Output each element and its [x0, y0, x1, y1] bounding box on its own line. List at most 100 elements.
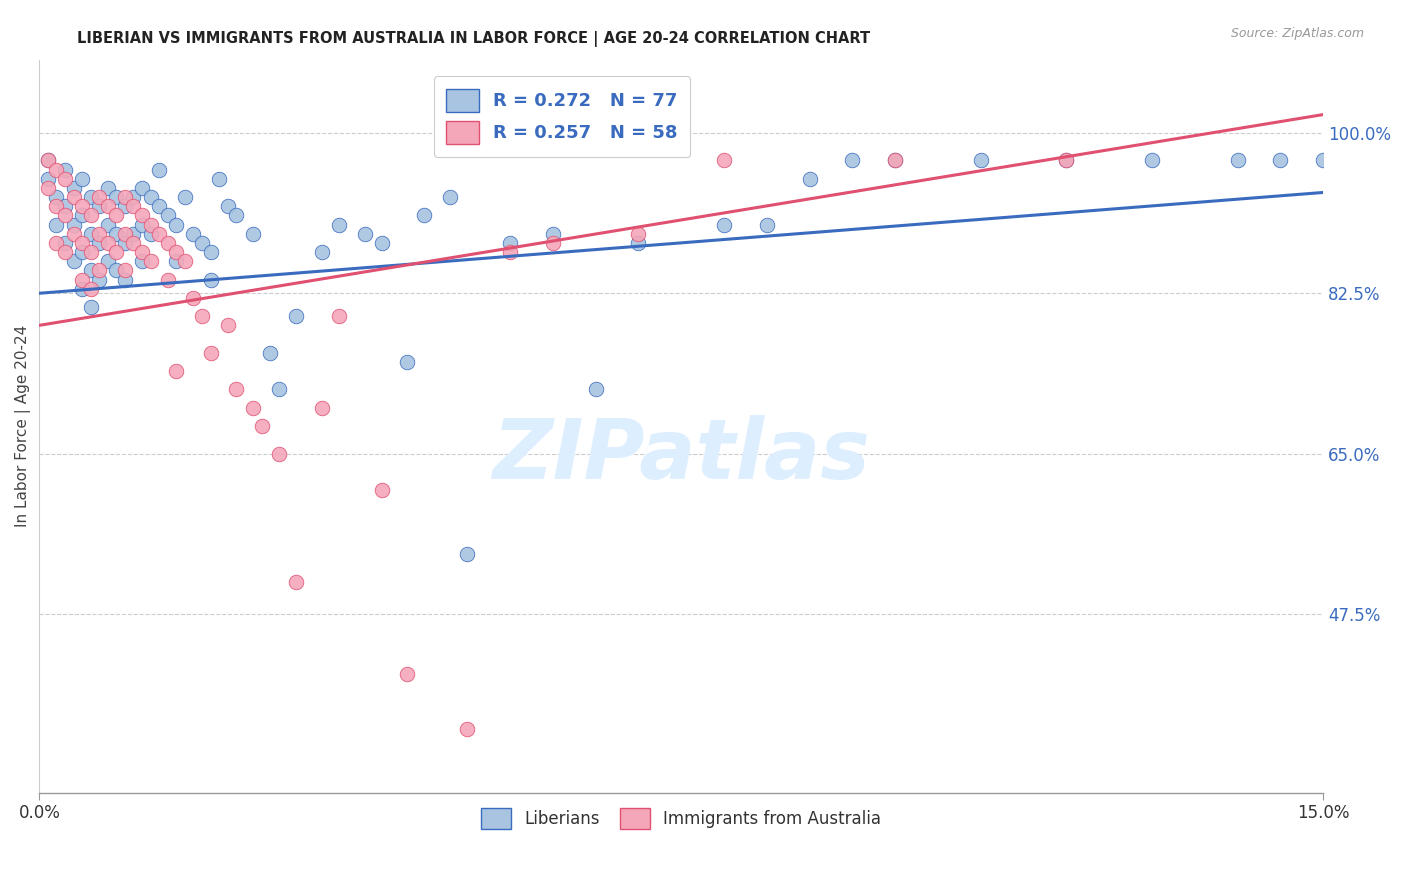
Point: [70, 235, 93, 250]
Point: [225, 208, 247, 222]
Point: [122, 235, 145, 250]
Point: [105, 263, 128, 277]
Point: [242, 227, 264, 241]
Point: [191, 235, 214, 250]
Point: [156, 235, 179, 250]
Point: [585, 383, 607, 397]
Point: [97, 254, 120, 268]
Point: [285, 574, 308, 589]
Point: [884, 153, 907, 168]
Point: [89, 263, 111, 277]
Point: [131, 245, 153, 260]
Point: [328, 218, 350, 232]
Point: [242, 401, 264, 415]
Point: [53, 235, 76, 250]
Point: [62, 190, 84, 204]
Point: [165, 364, 187, 378]
Point: [79, 208, 101, 222]
Point: [156, 272, 179, 286]
Point: [713, 218, 735, 232]
Point: [105, 227, 128, 241]
Point: [225, 383, 247, 397]
Point: [70, 171, 93, 186]
Point: [970, 153, 993, 168]
Point: [267, 447, 290, 461]
Point: [131, 254, 153, 268]
Point: [200, 245, 222, 260]
Point: [97, 235, 120, 250]
Point: [173, 190, 195, 204]
Point: [62, 181, 84, 195]
Point: [139, 254, 162, 268]
Text: ZIPatlas: ZIPatlas: [492, 415, 870, 496]
Point: [89, 190, 111, 204]
Point: [139, 227, 162, 241]
Point: [53, 171, 76, 186]
Point: [37, 181, 59, 195]
Point: [353, 227, 375, 241]
Point: [114, 199, 136, 213]
Point: [114, 263, 136, 277]
Point: [183, 227, 205, 241]
Point: [37, 153, 59, 168]
Point: [1226, 153, 1249, 168]
Point: [53, 162, 76, 177]
Point: [627, 235, 650, 250]
Point: [541, 235, 564, 250]
Point: [62, 254, 84, 268]
Point: [89, 199, 111, 213]
Point: [217, 318, 239, 333]
Point: [45, 190, 67, 204]
Text: Source: ZipAtlas.com: Source: ZipAtlas.com: [1230, 27, 1364, 40]
Point: [89, 235, 111, 250]
Point: [114, 235, 136, 250]
Point: [208, 171, 231, 186]
Point: [259, 346, 281, 360]
Point: [799, 171, 821, 186]
Point: [139, 190, 162, 204]
Point: [70, 245, 93, 260]
Point: [148, 227, 170, 241]
Point: [70, 272, 93, 286]
Point: [499, 245, 522, 260]
Point: [62, 227, 84, 241]
Point: [183, 291, 205, 305]
Point: [62, 218, 84, 232]
Point: [37, 153, 59, 168]
Point: [53, 199, 76, 213]
Point: [89, 227, 111, 241]
Point: [131, 218, 153, 232]
Point: [70, 208, 93, 222]
Point: [370, 235, 392, 250]
Point: [311, 401, 333, 415]
Point: [148, 199, 170, 213]
Text: LIBERIAN VS IMMIGRANTS FROM AUSTRALIA IN LABOR FORCE | AGE 20-24 CORRELATION CHA: LIBERIAN VS IMMIGRANTS FROM AUSTRALIA IN…: [77, 31, 870, 47]
Point: [97, 199, 120, 213]
Point: [165, 254, 187, 268]
Point: [165, 245, 187, 260]
Point: [884, 153, 907, 168]
Point: [131, 181, 153, 195]
Point: [79, 300, 101, 314]
Point: [79, 227, 101, 241]
Point: [250, 419, 273, 434]
Point: [499, 235, 522, 250]
Point: [122, 227, 145, 241]
Point: [79, 282, 101, 296]
Point: [200, 272, 222, 286]
Y-axis label: In Labor Force | Age 20-24: In Labor Force | Age 20-24: [15, 325, 31, 527]
Point: [105, 208, 128, 222]
Point: [173, 254, 195, 268]
Point: [122, 199, 145, 213]
Point: [139, 218, 162, 232]
Point: [1270, 153, 1292, 168]
Point: [191, 309, 214, 323]
Point: [79, 190, 101, 204]
Point: [70, 199, 93, 213]
Point: [370, 483, 392, 498]
Point: [70, 282, 93, 296]
Point: [456, 722, 478, 736]
Point: [114, 190, 136, 204]
Point: [200, 346, 222, 360]
Point: [165, 218, 187, 232]
